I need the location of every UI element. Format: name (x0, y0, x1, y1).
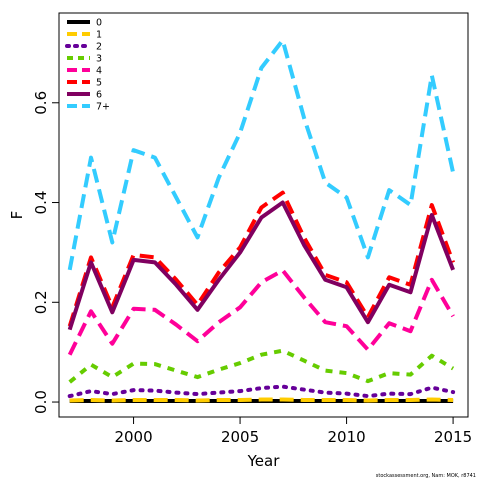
x-tick-label: 2010 (327, 428, 365, 446)
x-tick-label: 2005 (221, 428, 259, 446)
y-axis: 0.0 0.2 0.4 0.6 (32, 91, 59, 414)
x-tick-label: 2015 (434, 428, 472, 446)
series-line-1 (69, 397, 454, 403)
legend-label-4: 4 (96, 66, 102, 77)
credit-text: stockassessment.org, Nam: MOK, r8741 (376, 473, 476, 479)
x-axis: 2000 2005 2010 2015 (114, 417, 472, 446)
legend-label-0: 0 (96, 18, 102, 29)
y-tick-label: 0.4 (32, 191, 50, 215)
y-tick-label: 0.2 (32, 290, 50, 314)
series-line-2 (67, 384, 456, 399)
series-line-7plus (67, 38, 456, 271)
y-tick-label: 0.6 (32, 91, 50, 115)
x-tick-label: 2000 (114, 428, 152, 446)
legend-label-3: 3 (96, 54, 102, 65)
legend-label-6: 6 (96, 90, 102, 101)
y-axis-label: F (8, 211, 26, 220)
y-tick-label: 0.0 (32, 390, 50, 414)
legend-label-1: 1 (96, 30, 102, 41)
x-axis-label: Year (247, 452, 281, 470)
legend-label-2: 2 (96, 42, 102, 53)
series-layer (67, 38, 456, 403)
plot-frame (58, 12, 469, 418)
series-line-3 (68, 348, 455, 384)
series-line-6 (67, 200, 455, 331)
legend-label-7plus: 7+ (96, 102, 110, 113)
series-line-5 (67, 190, 455, 327)
legend-label-5: 5 (96, 78, 102, 89)
series-line-4 (67, 268, 455, 356)
